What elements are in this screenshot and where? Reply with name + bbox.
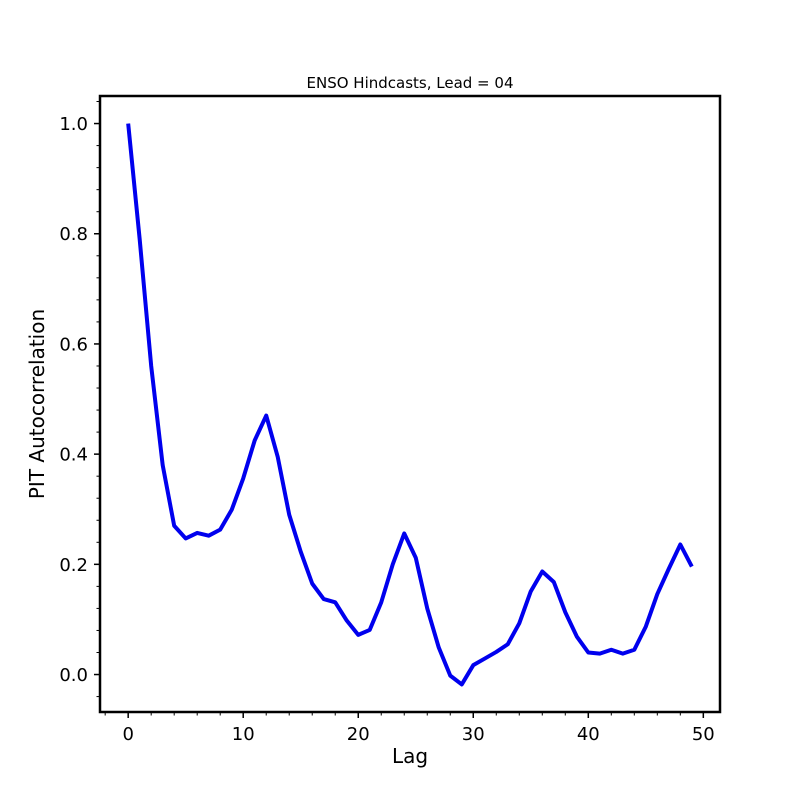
y-tick-label: 0.0	[59, 665, 88, 686]
x-tick-label: 20	[347, 724, 370, 745]
y-tick-label: 0.4	[59, 445, 88, 466]
y-tick-label: 0.2	[59, 555, 88, 576]
y-tick-label: 1.0	[59, 114, 88, 135]
x-axis-label: Lag	[392, 744, 428, 768]
y-tick-label: 0.8	[59, 224, 88, 245]
y-axis-label: PIT Autocorrelation	[25, 309, 49, 499]
y-ticks: 0.0 0.2 0.4 0.6 0.8 1.0	[59, 114, 100, 686]
plot-frame	[98, 94, 722, 714]
x-tick-label: 50	[692, 724, 715, 745]
series-layer	[126, 123, 694, 687]
x-tick-label: 40	[577, 724, 600, 745]
series-line	[126, 123, 694, 687]
chart-title: ENSO Hindcasts, Lead = 04	[307, 74, 514, 92]
x-tick-label: 10	[232, 724, 255, 745]
x-ticks: 0 10 20 30 40 50	[122, 712, 715, 745]
y-tick-label: 0.6	[59, 334, 88, 355]
x-tick-label: 30	[462, 724, 485, 745]
x-tick-label: 0	[122, 724, 133, 745]
